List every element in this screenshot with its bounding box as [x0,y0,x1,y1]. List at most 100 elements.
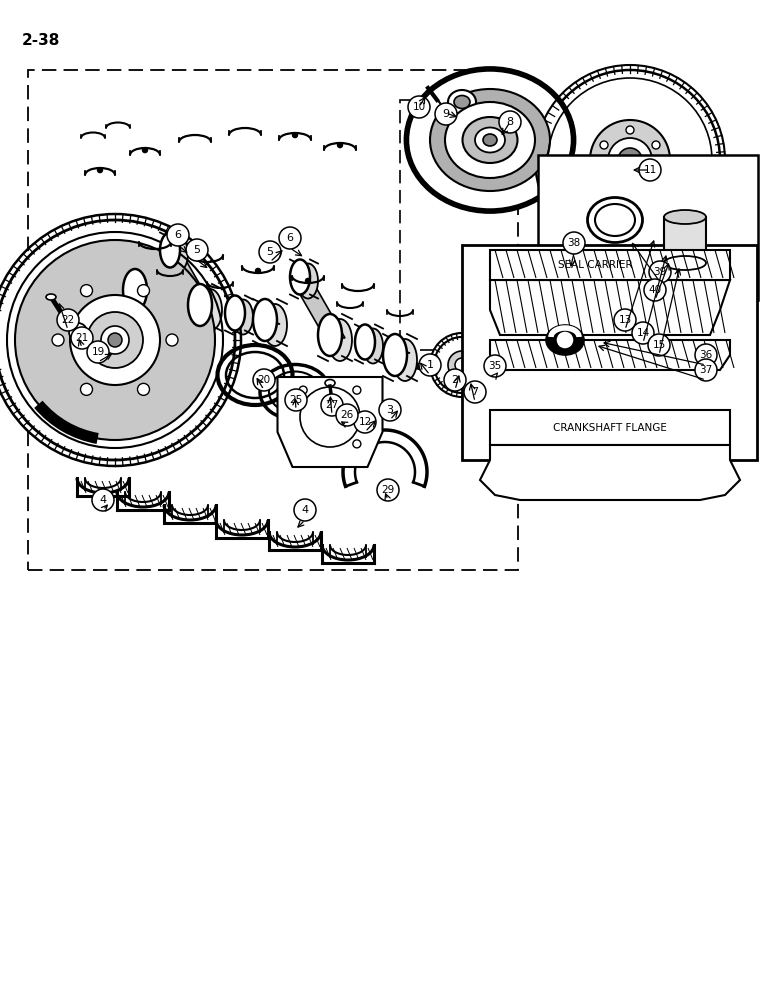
Circle shape [626,126,634,134]
Circle shape [618,148,642,172]
Circle shape [563,232,585,254]
Ellipse shape [198,289,222,331]
Text: 26: 26 [340,410,354,420]
Circle shape [556,331,574,349]
Text: 9: 9 [442,109,449,119]
Polygon shape [490,250,730,280]
Circle shape [649,261,671,283]
Circle shape [354,411,376,433]
Circle shape [590,120,670,200]
Text: 19: 19 [91,347,105,357]
Text: 38: 38 [567,238,581,248]
Ellipse shape [233,300,253,334]
Ellipse shape [383,334,407,376]
Text: 1: 1 [426,360,434,370]
Ellipse shape [263,304,287,346]
Text: SEAL CARRIER: SEAL CARRIER [557,260,632,270]
Ellipse shape [46,294,56,300]
Circle shape [667,239,673,245]
Polygon shape [480,445,740,500]
Text: 12: 12 [358,417,371,427]
Text: 14: 14 [636,328,649,338]
Circle shape [608,138,652,182]
Circle shape [70,295,160,385]
Circle shape [444,369,466,391]
Circle shape [337,143,343,148]
Polygon shape [490,340,730,370]
Ellipse shape [298,263,318,298]
Text: 2: 2 [452,375,459,385]
Circle shape [137,285,150,297]
Circle shape [464,381,486,403]
Circle shape [435,103,457,125]
Circle shape [408,96,430,118]
Ellipse shape [546,325,584,355]
Polygon shape [290,277,345,338]
Circle shape [336,404,358,426]
Circle shape [80,383,93,395]
Circle shape [69,323,87,341]
Ellipse shape [479,365,495,378]
Ellipse shape [462,117,517,163]
Bar [462,245,757,460]
Text: 6: 6 [286,233,293,243]
Ellipse shape [650,224,660,231]
Text: 10: 10 [412,102,425,112]
Circle shape [419,354,441,376]
Circle shape [353,386,361,394]
Ellipse shape [133,274,157,316]
Circle shape [186,239,208,261]
Circle shape [87,341,109,363]
Ellipse shape [123,269,147,311]
Circle shape [101,326,129,354]
Circle shape [166,334,178,346]
Text: 4: 4 [100,495,107,505]
Polygon shape [490,280,730,335]
Circle shape [644,279,666,301]
Bar [490,410,730,445]
Ellipse shape [325,379,335,386]
Circle shape [108,333,122,347]
Bar [538,155,758,300]
Ellipse shape [454,96,470,108]
Text: 5: 5 [266,247,273,257]
Text: 27: 27 [325,400,339,410]
Circle shape [484,355,506,377]
Circle shape [300,387,360,447]
Circle shape [600,141,608,149]
Circle shape [614,309,636,331]
Circle shape [74,328,82,336]
Circle shape [321,394,343,416]
Circle shape [663,235,677,249]
Text: 13: 13 [618,315,631,325]
Circle shape [71,327,93,349]
Ellipse shape [475,127,505,152]
Circle shape [137,383,150,395]
Polygon shape [277,377,382,467]
Ellipse shape [644,219,666,235]
Text: 22: 22 [62,315,75,325]
Circle shape [377,479,399,501]
Circle shape [455,358,469,372]
Circle shape [306,278,310,283]
Bar [664,217,706,263]
Text: 29: 29 [381,485,394,495]
Ellipse shape [168,236,188,271]
Ellipse shape [448,90,476,114]
Circle shape [294,499,316,521]
Text: 2-38: 2-38 [22,33,60,48]
Ellipse shape [188,284,212,326]
Circle shape [285,389,307,411]
Bar [400,100,620,350]
Ellipse shape [355,324,375,360]
Circle shape [626,186,634,194]
Text: 35: 35 [489,361,502,371]
Circle shape [253,369,275,391]
Ellipse shape [664,210,706,224]
Circle shape [600,171,608,179]
Circle shape [279,227,301,249]
Ellipse shape [483,134,497,146]
Ellipse shape [445,102,535,178]
Ellipse shape [160,232,180,267]
Circle shape [652,171,660,179]
